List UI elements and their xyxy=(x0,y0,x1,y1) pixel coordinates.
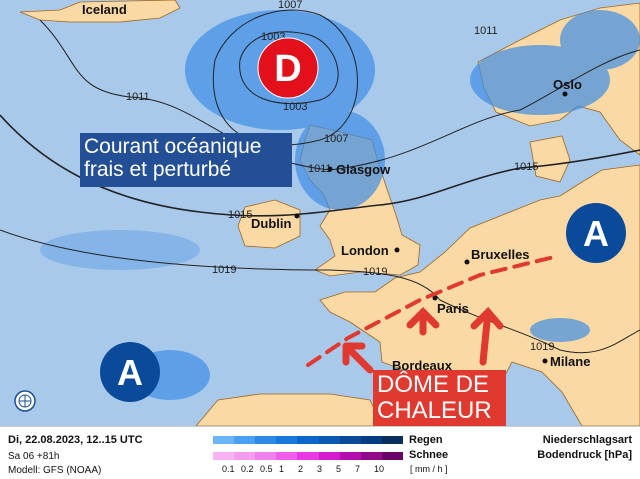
city-oslo: Oslo xyxy=(553,77,582,92)
snow-swatch xyxy=(297,452,319,460)
rain-label: Regen xyxy=(409,434,443,446)
rain-color-scale xyxy=(213,436,403,444)
legend-title-precip: Niederschlagsart xyxy=(542,434,632,446)
rain-swatch xyxy=(213,436,235,444)
svg-text:1015: 1015 xyxy=(514,161,538,173)
arrow-center xyxy=(406,307,440,336)
svg-text:D: D xyxy=(274,48,301,90)
city-paris: Paris xyxy=(437,301,469,316)
tick: 7 xyxy=(355,464,361,474)
svg-text:1019: 1019 xyxy=(363,266,387,278)
dashed-boundary xyxy=(306,254,560,367)
rain-swatch xyxy=(234,436,256,444)
arrow-east xyxy=(470,306,504,366)
iberia xyxy=(195,393,383,426)
city-iceland: Iceland xyxy=(82,2,127,17)
tick: 0.2 xyxy=(241,464,254,474)
city-dublin: Dublin xyxy=(251,216,291,231)
precipitation xyxy=(40,10,640,400)
rain-swatch xyxy=(297,436,319,444)
globe-icon[interactable] xyxy=(14,390,36,412)
annotation-text: DÔME DE xyxy=(377,371,490,398)
ireland xyxy=(237,199,301,249)
tick: 1 xyxy=(279,464,285,474)
iceland xyxy=(19,0,181,23)
snow-swatch xyxy=(318,452,340,460)
city-milane: Milane xyxy=(550,354,590,369)
city-glasgow: Glasgow xyxy=(336,162,391,177)
rain-swatch xyxy=(360,436,382,444)
snow-swatch xyxy=(213,452,235,460)
tick: 0.1 xyxy=(222,464,235,474)
city-london: London xyxy=(341,243,389,258)
scale-ticks: 0.1 0.2 0.5 1 2 3 5 7 10 xyxy=(222,464,393,474)
low-pressure-d: D xyxy=(257,37,319,99)
tick: 2 xyxy=(298,464,304,474)
svg-text:1007: 1007 xyxy=(324,133,348,145)
snow-swatch xyxy=(360,452,382,460)
denmark xyxy=(529,135,571,183)
unit-label: [ mm / h ] xyxy=(410,464,448,474)
city-bruxelles: Bruxelles xyxy=(471,247,530,262)
annotation-ocean-current: Courant océanique frais et perturbé xyxy=(80,133,292,187)
isobar-labels: 1007 1003 1003 1011 1011 1007 1011 1015 … xyxy=(126,0,554,353)
tick: 0.5 xyxy=(260,464,273,474)
rain-swatch xyxy=(276,436,298,444)
high-pressure-a-west: A xyxy=(100,342,160,402)
svg-text:1003: 1003 xyxy=(283,101,307,113)
tick: 10 xyxy=(374,464,385,474)
snow-swatch xyxy=(381,452,403,460)
datetime: Di, 22.08.2023, 12..15 UTC xyxy=(8,434,143,446)
svg-text:1007: 1007 xyxy=(278,0,302,11)
snow-swatch xyxy=(234,452,256,460)
legend-title-pressure: Bodendruck [hPa] xyxy=(537,449,632,461)
annotation-heat-dome: DÔME DE CHALEUR xyxy=(373,370,506,426)
annotation-text: CHALEUR xyxy=(377,397,492,425)
legend: Di, 22.08.2023, 12..15 UTC Sa 06 +81h Mo… xyxy=(0,426,640,479)
snow-label: Schnee xyxy=(409,449,449,461)
arrow-west xyxy=(342,342,374,374)
high-pressure-a-east: A xyxy=(566,203,626,263)
rain-swatch xyxy=(381,436,403,444)
svg-text:1011: 1011 xyxy=(474,25,498,37)
weather-map: 1007 1003 1003 1011 1011 1007 1011 1015 … xyxy=(0,0,640,426)
rain-swatch xyxy=(318,436,340,444)
snow-swatch xyxy=(276,452,298,460)
snow-swatch xyxy=(255,452,277,460)
model-run: Sa 06 +81h xyxy=(8,451,60,462)
city-bordeaux: Bordeaux xyxy=(392,358,453,373)
svg-text:1011: 1011 xyxy=(308,163,332,175)
heat-dome-arrows xyxy=(306,254,560,374)
tick: 5 xyxy=(336,464,342,474)
model-name: Modell: GFS (NOAA) xyxy=(8,465,102,476)
svg-text:A: A xyxy=(117,352,143,393)
snow-color-scale xyxy=(213,452,403,460)
annotation-text: Courant océanique xyxy=(84,135,262,158)
rain-swatch xyxy=(339,436,361,444)
continent xyxy=(319,164,640,426)
tick: 3 xyxy=(317,464,323,474)
svg-text:A: A xyxy=(583,213,609,254)
svg-text:1019: 1019 xyxy=(530,341,554,353)
cities: Iceland Oslo Glasgow Dublin London Bruxe… xyxy=(82,2,590,373)
svg-text:1019: 1019 xyxy=(212,264,236,276)
annotation-text: frais et perturbé xyxy=(84,158,232,182)
svg-text:1011: 1011 xyxy=(126,91,150,103)
snow-swatch xyxy=(339,452,361,460)
rain-swatch xyxy=(255,436,277,444)
svg-text:1015: 1015 xyxy=(228,209,252,221)
